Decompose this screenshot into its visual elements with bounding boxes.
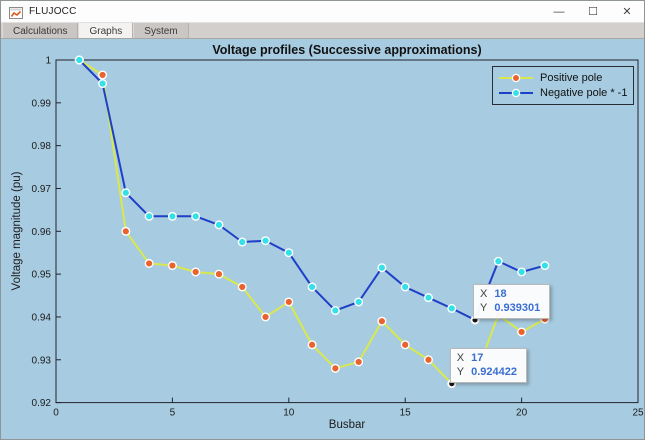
x-tick-label: 0 [53, 408, 59, 419]
legend-item-negative-pole[interactable]: Negative pole * -1 [497, 85, 629, 100]
series-0-marker[interactable] [237, 282, 247, 292]
series-1-marker[interactable] [214, 220, 224, 230]
series-1-marker[interactable] [121, 188, 131, 198]
x-axis-label: Busbar [328, 419, 366, 431]
minimize-icon[interactable]: — [553, 5, 565, 18]
series-0-marker[interactable] [167, 261, 177, 271]
series-0-marker[interactable] [261, 312, 271, 322]
datatip-y-value: 0.939301 [494, 301, 541, 314]
series-0-marker[interactable] [307, 340, 317, 350]
series-0-marker[interactable] [121, 226, 131, 236]
chart-title: Voltage profiles (Successive approximati… [212, 43, 482, 57]
legend-sample-positive [499, 73, 533, 82]
series-1-marker[interactable] [493, 256, 503, 266]
legend-sample-negative [499, 88, 533, 97]
tab-system[interactable]: System [133, 23, 189, 38]
y-tick-label: 0.93 [32, 355, 52, 366]
series-line-0[interactable] [78, 59, 546, 385]
series-1-marker[interactable] [540, 261, 550, 271]
y-tick-label: 0.98 [32, 141, 52, 152]
series-1-marker[interactable] [167, 211, 177, 221]
maximize-icon[interactable]: ☐ [588, 6, 598, 18]
x-tick-label: 5 [170, 408, 176, 419]
series-1-marker[interactable] [307, 282, 317, 292]
datatip-x-label: X [456, 351, 465, 364]
plot-box [55, 59, 639, 404]
series-1-marker[interactable] [330, 306, 340, 316]
x-tick-label: 10 [283, 408, 295, 419]
figure-area: 0 5 10 15 20 25 0.92 0.93 0.94 0.95 0.96 0.97 0.98 0.… [2, 39, 645, 440]
series-1-marker[interactable] [517, 267, 527, 277]
series-0-marker[interactable] [191, 267, 201, 277]
series-1-marker[interactable] [377, 263, 387, 273]
series-0-marker[interactable] [377, 316, 387, 326]
y-axis-label: Voltage magnitude (pu) [11, 171, 23, 291]
y-tick-label: 0.99 [32, 98, 52, 109]
y-tick-label: 0.94 [32, 312, 52, 323]
window-titlebar: FLUJOCC — ☐ ✕ [1, 1, 644, 23]
legend[interactable]: Positive pole Negative pole * -1 [492, 66, 634, 105]
legend-label-negative: Negative pole * -1 [540, 86, 628, 99]
tab-bar: Calculations Graphs System [1, 23, 644, 39]
tab-calculations[interactable]: Calculations [2, 23, 79, 38]
series-0-marker[interactable] [354, 357, 364, 367]
series-1-marker[interactable] [191, 211, 201, 221]
series-1-marker[interactable] [354, 297, 364, 307]
series-0-marker[interactable] [423, 355, 433, 365]
series-1-marker[interactable] [447, 303, 457, 313]
series-0-marker[interactable] [284, 297, 294, 307]
datatip-y-label: Y [456, 365, 465, 378]
series-1-marker[interactable] [74, 55, 84, 65]
y-tick-label: 0.97 [32, 184, 52, 195]
tab-graphs[interactable]: Graphs [78, 23, 134, 38]
y-tick-label: 0.96 [32, 227, 52, 238]
series-1-marker[interactable] [423, 293, 433, 303]
series-0-marker[interactable] [144, 258, 154, 268]
datatip-y-label: Y [480, 301, 488, 314]
series-0-marker[interactable] [400, 340, 410, 350]
legend-label-positive: Positive pole [540, 71, 603, 84]
y-tick-label: 0.95 [32, 270, 52, 281]
series-0-marker[interactable] [330, 363, 340, 373]
x-tick-label: 15 [400, 408, 412, 419]
datatip-busbar-17[interactable]: X 17 Y 0.924422 [449, 347, 527, 383]
y-tick-label: 0.92 [32, 398, 52, 409]
y-tick-label: 1 [45, 56, 51, 67]
series-1-marker[interactable] [237, 237, 247, 247]
datatip-busbar-18[interactable]: X 18 Y 0.939301 [473, 283, 551, 319]
chart-plot-area[interactable]: 0 5 10 15 20 25 0.92 0.93 0.94 0.95 0.96 0.97 0.98 0.… [2, 39, 645, 440]
window-controls: — ☐ ✕ [542, 1, 644, 22]
series-1-marker[interactable] [144, 211, 154, 221]
series-1-marker[interactable] [400, 282, 410, 292]
datatip-x-label: X [480, 287, 488, 300]
series-1-marker[interactable] [284, 248, 294, 258]
close-icon[interactable]: ✕ [622, 6, 632, 18]
datatip-x-value: 17 [471, 351, 484, 364]
series-1-marker[interactable] [261, 236, 271, 246]
window-title: FLUJOCC [29, 6, 77, 17]
series-0-marker[interactable] [517, 327, 527, 337]
series-0-marker[interactable] [214, 269, 224, 279]
datatip-x-value: 18 [494, 287, 507, 300]
datatip-y-value: 0.924422 [471, 365, 517, 378]
series-0-marker[interactable] [98, 70, 108, 80]
legend-item-positive-pole[interactable]: Positive pole [497, 70, 629, 85]
series-line-1[interactable] [78, 59, 546, 321]
app-icon [9, 6, 23, 19]
series-1-marker[interactable] [98, 79, 108, 89]
x-tick-label: 20 [516, 408, 528, 419]
x-tick-label: 25 [632, 408, 644, 419]
